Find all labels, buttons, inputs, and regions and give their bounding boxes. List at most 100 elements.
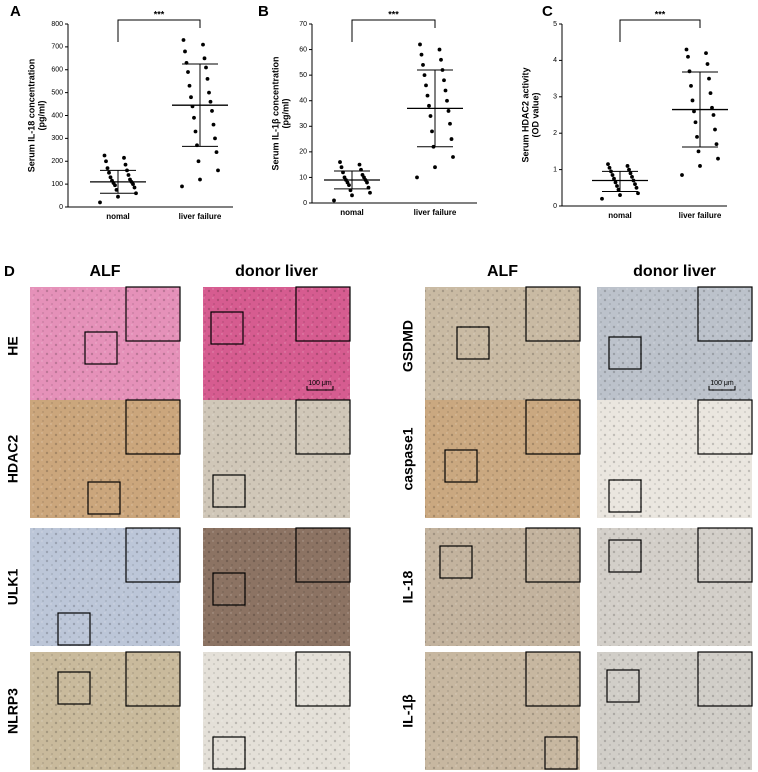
inset-texture: [296, 287, 350, 341]
data-point: [332, 198, 336, 203]
column-header: ALF: [89, 263, 120, 280]
y-axis-label: (OD value): [530, 92, 540, 137]
y-axis-label: Serum IL-18 concentration: [26, 59, 36, 173]
data-point: [711, 113, 716, 117]
scale-bar-label: 100 μm: [710, 380, 734, 387]
data-point: [606, 162, 610, 167]
panel-letter: B: [258, 3, 269, 20]
data-point: [428, 114, 433, 118]
zoom-box: [57, 671, 91, 705]
inset-texture: [296, 528, 350, 582]
y-tick-label: 600: [51, 67, 63, 74]
panel-letter: A: [10, 3, 21, 20]
zoom-box: [544, 736, 578, 770]
data-point: [211, 122, 216, 127]
zoom-box: [606, 669, 640, 703]
data-point: [684, 47, 689, 52]
data-point: [187, 83, 192, 88]
data-point: [449, 137, 454, 141]
data-point: [627, 167, 631, 172]
row-label: IL-18: [400, 570, 416, 603]
y-tick-label: 4: [553, 57, 557, 64]
data-point: [350, 193, 354, 198]
y-tick-label: 700: [51, 44, 63, 51]
row-label: ULK1: [5, 569, 21, 606]
data-point: [419, 52, 424, 57]
inset-texture: [126, 287, 180, 341]
y-tick-label: 200: [51, 158, 63, 165]
x-tick-label: liver failure: [179, 212, 222, 221]
inset-texture: [296, 400, 350, 454]
x-tick-label: liver failure: [679, 211, 722, 220]
data-point: [693, 120, 698, 125]
data-point: [360, 172, 365, 177]
data-point: [687, 69, 692, 74]
data-point: [338, 160, 342, 164]
data-point: [102, 153, 107, 158]
y-axis-label: (pg/ml): [36, 101, 46, 131]
significance-bracket: [619, 19, 701, 42]
data-point: [714, 142, 719, 147]
data-point: [607, 165, 612, 170]
data-point: [186, 70, 190, 74]
data-point: [696, 149, 701, 154]
y-tick-label: 60: [299, 46, 307, 53]
y-tick-label: 400: [51, 112, 63, 119]
zoom-box: [456, 326, 490, 360]
data-point: [689, 83, 693, 88]
data-point: [427, 103, 431, 108]
significance: ***: [388, 9, 399, 19]
scale-bar-label: 100 μm: [308, 380, 332, 387]
zoom-box: [212, 474, 246, 508]
data-point: [201, 42, 205, 47]
data-point: [202, 56, 207, 61]
data-point: [442, 78, 446, 83]
data-point: [680, 173, 684, 177]
data-point: [634, 185, 639, 190]
data-point: [104, 159, 108, 164]
data-point: [214, 150, 219, 155]
y-tick-label: 30: [299, 123, 307, 130]
zoom-box: [212, 572, 246, 606]
data-point: [616, 187, 621, 192]
row-label: caspase1: [400, 427, 416, 490]
y-tick-label: 2: [553, 130, 557, 137]
y-axis-label: Serum IL-1β concentration: [270, 56, 280, 170]
zoom-box: [210, 311, 244, 345]
y-tick-label: 300: [51, 135, 63, 142]
data-point: [180, 184, 184, 189]
data-point: [114, 187, 119, 192]
data-point: [636, 191, 640, 196]
data-point: [713, 127, 717, 132]
column-header: donor liver: [633, 263, 716, 280]
y-tick-label: 0: [553, 203, 557, 210]
data-point: [448, 121, 452, 126]
data-point: [633, 182, 637, 187]
significance-bracket: [351, 19, 436, 42]
inset-texture: [126, 652, 180, 706]
data-point: [418, 42, 422, 47]
inset-texture: [698, 652, 752, 706]
zoom-box: [212, 736, 246, 770]
zoom-box: [57, 612, 91, 646]
data-point: [128, 177, 132, 182]
zoom-box: [608, 539, 642, 573]
data-point: [196, 159, 201, 164]
inset-texture: [526, 400, 580, 454]
column-header: donor liver: [235, 263, 318, 280]
scale-bar: [708, 386, 736, 391]
data-point: [98, 200, 102, 205]
data-point: [204, 65, 208, 70]
data-point: [439, 57, 443, 62]
y-tick-label: 10: [299, 174, 307, 181]
panel-letter: C: [542, 3, 553, 20]
data-point: [625, 164, 630, 168]
data-point: [183, 49, 187, 54]
zoom-box: [608, 479, 642, 513]
row-label: HE: [5, 336, 21, 355]
y-tick-label: 500: [51, 89, 63, 96]
data-point: [421, 63, 425, 67]
y-tick-label: 5: [553, 21, 557, 28]
data-point: [630, 174, 634, 179]
